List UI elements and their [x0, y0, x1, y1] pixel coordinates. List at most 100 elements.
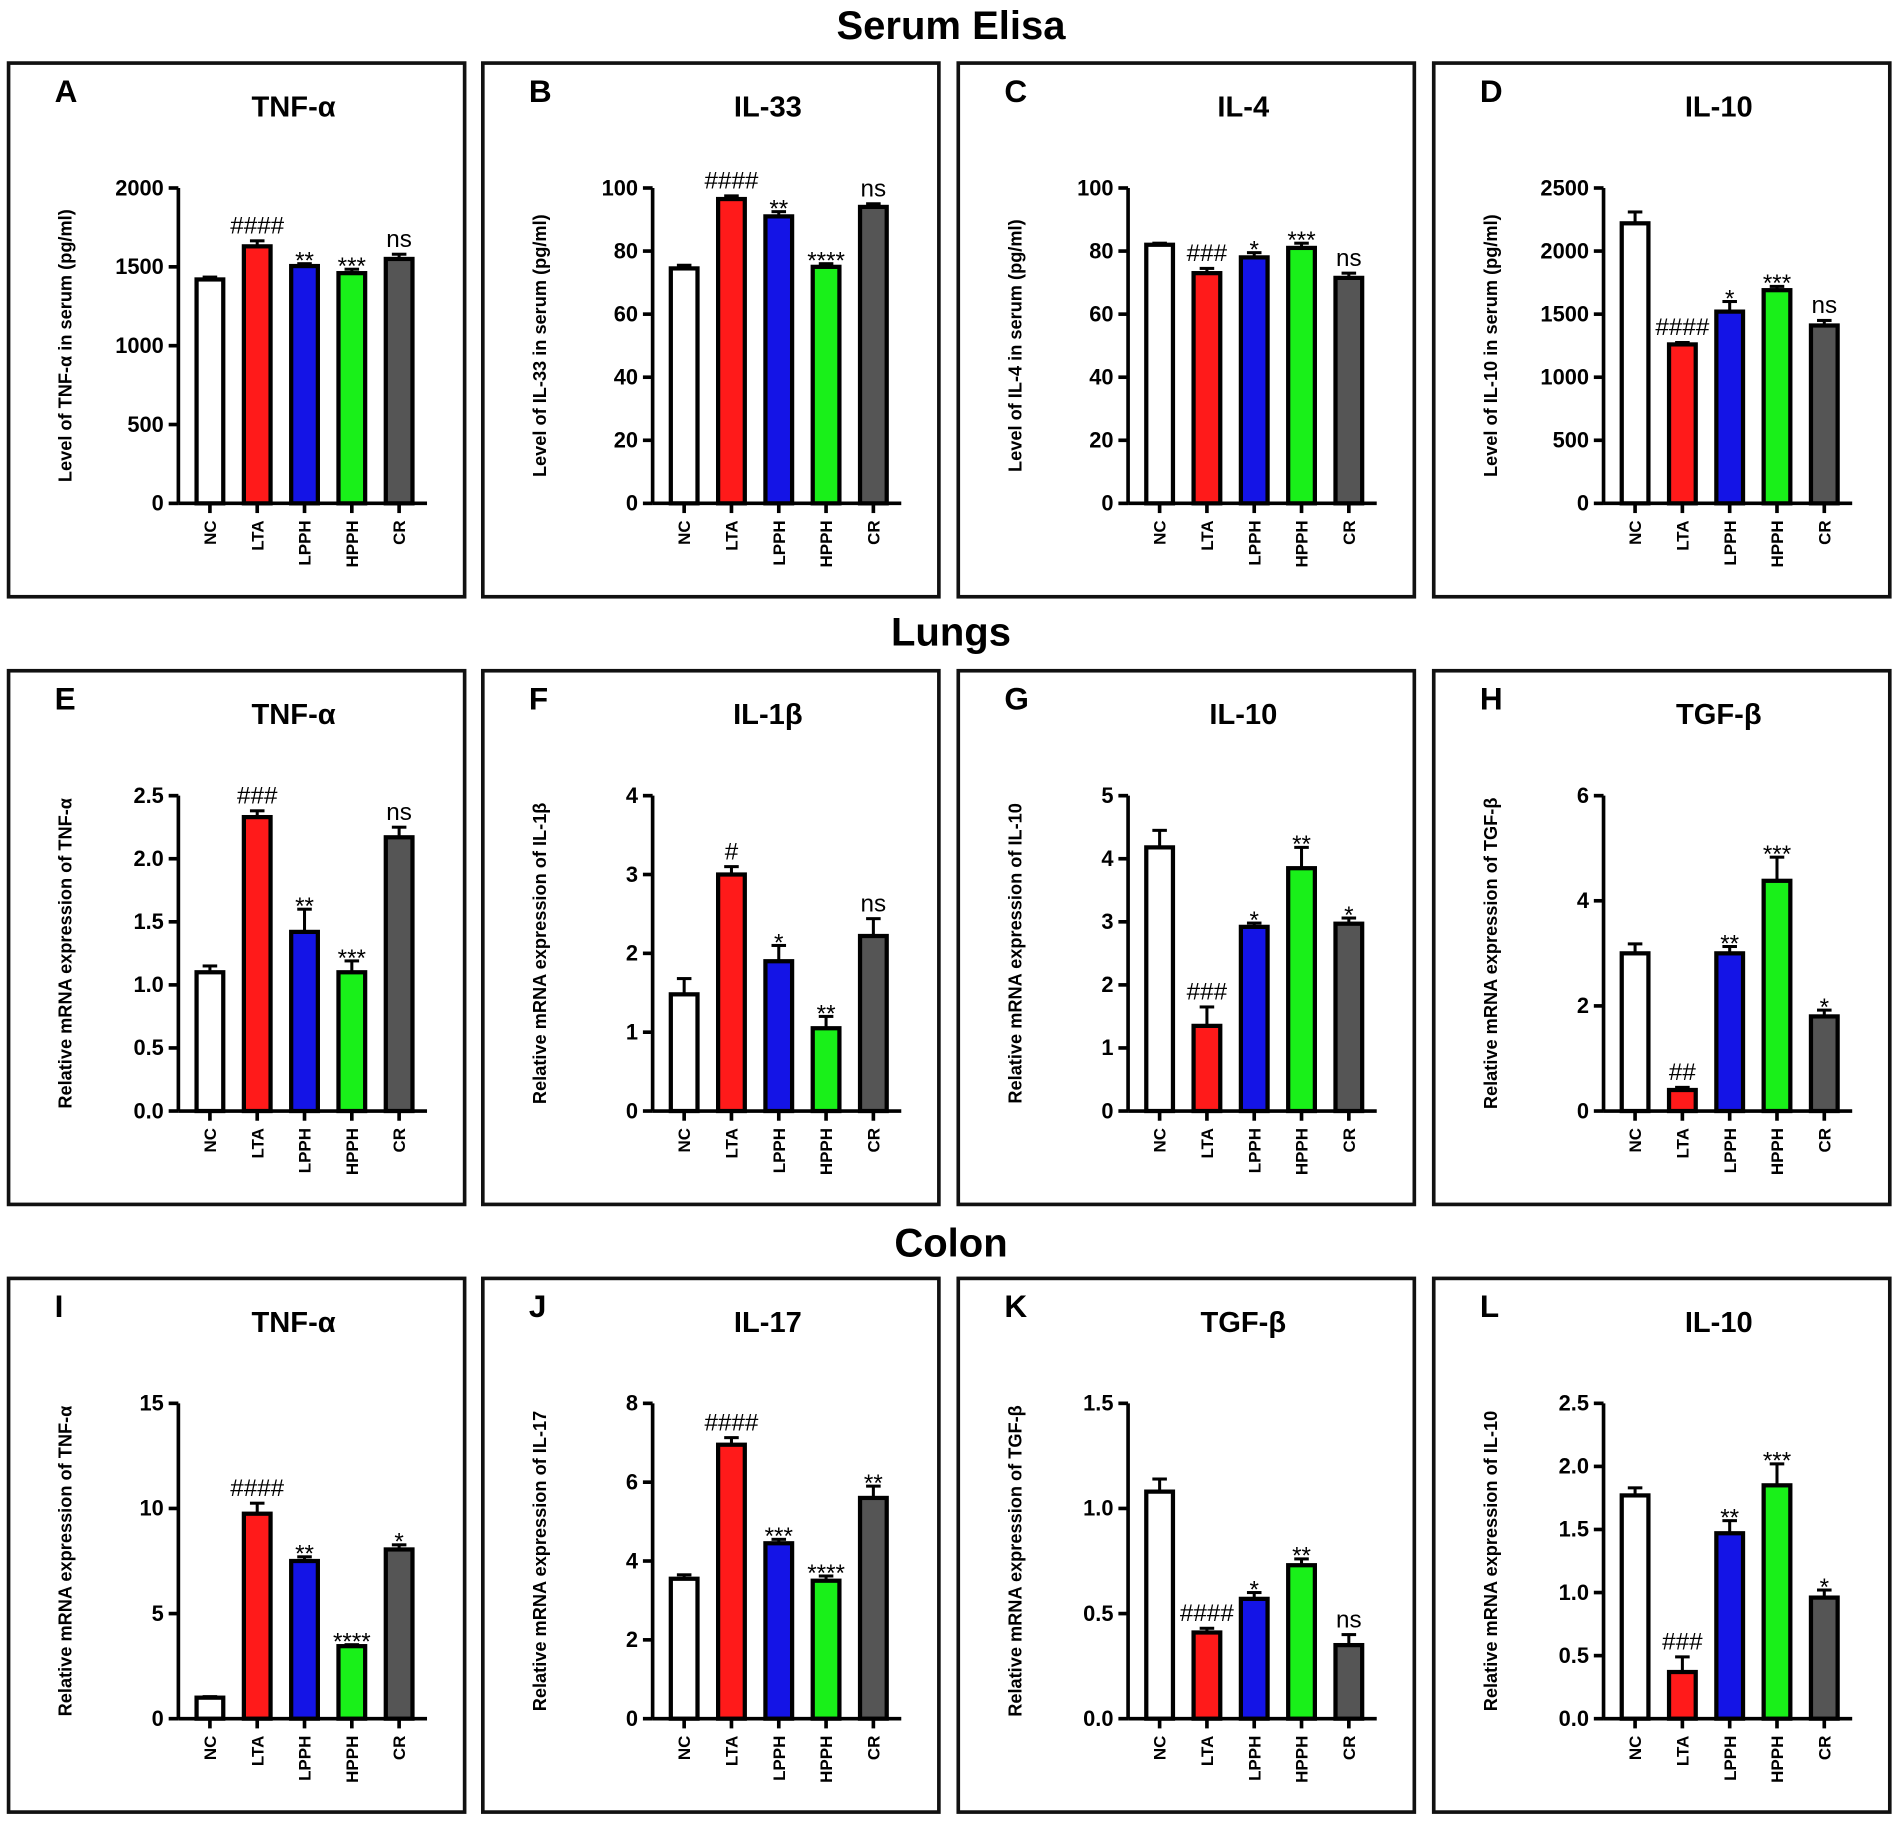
- bar-nc: [1144, 1489, 1176, 1721]
- x-tick-label: NC: [1626, 1736, 1645, 1761]
- significance-label: **: [295, 248, 314, 275]
- x-tick-label: LPPH: [296, 1128, 315, 1173]
- y-tick-label: 40: [1089, 364, 1113, 389]
- y-tick-label: 2000: [1540, 238, 1589, 263]
- significance-label: **: [1292, 1543, 1311, 1570]
- y-tick-label: 2000: [115, 175, 164, 200]
- y-tick-label: 2: [626, 1627, 638, 1652]
- significance-label: ####: [1655, 314, 1709, 341]
- significance-label: ####: [1180, 1600, 1234, 1627]
- y-tick-label: 40: [614, 364, 638, 389]
- x-tick-label: LPPH: [296, 520, 315, 565]
- x-tick-label: CR: [864, 520, 883, 545]
- bar-hpph: [810, 1578, 842, 1721]
- x-tick-label: LPPH: [1721, 520, 1740, 565]
- panel-letter: C: [1004, 73, 1027, 109]
- panel-title: IL-10: [1685, 91, 1753, 123]
- x-tick-label: NC: [1626, 520, 1645, 545]
- y-tick-label: 1.5: [133, 909, 163, 934]
- panel-border: [6, 1276, 467, 1814]
- bar-cr: [1333, 275, 1365, 506]
- bar-lta: [715, 196, 747, 506]
- x-tick-label: LPPH: [1245, 1736, 1264, 1781]
- x-tick-label: LTA: [248, 1736, 267, 1766]
- bar-cr: [1808, 1595, 1840, 1721]
- panel-letter: F: [529, 681, 548, 717]
- panel-g: G IL-10 Relative mRNA expression of IL-10 0…: [956, 668, 1417, 1207]
- bar-lta: [715, 1442, 747, 1721]
- x-tick-label: NC: [1151, 520, 1170, 545]
- x-tick-label: NC: [1151, 1736, 1170, 1761]
- bar-lpph: [763, 959, 795, 1114]
- panel-l: L IL-10 Relative mRNA expression of IL-10 0…: [1431, 1276, 1892, 1814]
- significance-label: **: [295, 893, 314, 920]
- x-tick-label: LPPH: [770, 1736, 789, 1781]
- y-tick-label: 0: [626, 491, 638, 516]
- significance-label: *: [1250, 1576, 1260, 1603]
- significance-label: ####: [704, 168, 758, 195]
- x-tick-label: LPPH: [1245, 520, 1264, 565]
- bar-hpph: [1286, 1563, 1317, 1721]
- significance-label: ***: [1763, 1448, 1792, 1475]
- y-axis-label: Level of IL-10 in serum (pg/ml): [1481, 214, 1501, 477]
- x-tick-label: NC: [201, 520, 220, 545]
- y-tick-label: 2500: [1540, 175, 1589, 200]
- bar-lta: [1666, 342, 1698, 506]
- x-tick-label: NC: [1626, 1128, 1645, 1153]
- y-tick-label: 0: [152, 491, 164, 516]
- bar-nc: [668, 992, 700, 1114]
- panel-title: IL-4: [1217, 91, 1270, 123]
- bar-nc: [194, 970, 226, 1114]
- panel-title: IL-1β: [733, 699, 802, 731]
- y-tick-label: 0: [1577, 1098, 1589, 1123]
- x-tick-label: CR: [1340, 1736, 1359, 1761]
- x-tick-label: NC: [675, 1128, 694, 1153]
- significance-label: ###: [237, 783, 278, 810]
- bar-cr: [1333, 921, 1365, 1114]
- bar-cr: [857, 204, 889, 506]
- y-axis-label: Relative mRNA expression of IL-10: [1481, 1411, 1501, 1712]
- y-tick-label: 100: [602, 175, 638, 200]
- y-tick-label: 0: [1577, 491, 1589, 516]
- significance-label: *: [774, 929, 784, 956]
- x-tick-label: NC: [201, 1128, 220, 1153]
- bar-lta: [1666, 1669, 1698, 1721]
- y-tick-label: 0: [1101, 1098, 1113, 1123]
- y-axis-label: Relative mRNA expression of TGF-β: [1481, 798, 1501, 1110]
- section-title-colon: Colon: [894, 1222, 1007, 1266]
- panel-title: IL-33: [734, 91, 802, 123]
- bar-cr: [383, 1547, 415, 1721]
- y-tick-label: 0.0: [133, 1098, 163, 1123]
- bar-nc: [668, 1576, 700, 1721]
- section-title-serum: Serum Elisa: [836, 4, 1066, 48]
- significance-label: #: [725, 838, 739, 865]
- panel-title: TGF-β: [1200, 1307, 1286, 1339]
- x-tick-label: CR: [390, 1736, 409, 1761]
- y-axis-label: Level of IL-33 in serum (pg/ml): [530, 214, 550, 477]
- significance-label: ns: [386, 799, 412, 826]
- y-tick-label: 0.5: [133, 1035, 163, 1060]
- x-tick-label: HPPH: [1293, 1736, 1312, 1783]
- x-tick-label: CR: [1340, 1128, 1359, 1153]
- significance-label: ns: [386, 226, 412, 253]
- x-tick-label: HPPH: [343, 520, 362, 567]
- bar-lta: [1666, 1087, 1698, 1114]
- y-tick-label: 15: [140, 1391, 164, 1416]
- x-tick-label: LPPH: [1721, 1736, 1740, 1781]
- x-tick-label: CR: [1340, 520, 1359, 545]
- x-tick-label: LTA: [1198, 520, 1217, 550]
- bar-hpph: [336, 1644, 368, 1721]
- x-tick-label: HPPH: [343, 1736, 362, 1783]
- y-axis-label: Level of IL-4 in serum (pg/ml): [1005, 219, 1025, 472]
- y-tick-label: 60: [614, 301, 638, 326]
- panel-letter: A: [55, 73, 78, 109]
- panel-b: B IL-33 Level of IL-33 in serum (pg/ml) 0 20…: [480, 61, 941, 599]
- bar-nc: [194, 277, 226, 506]
- y-tick-label: 0: [152, 1706, 164, 1731]
- y-axis-label: Relative mRNA expression of IL-17: [530, 1411, 550, 1712]
- y-tick-label: 20: [614, 428, 638, 453]
- y-tick-label: 5: [1101, 783, 1113, 808]
- panel-letter: G: [1004, 681, 1029, 717]
- bar-nc: [668, 266, 700, 506]
- x-tick-label: LPPH: [1721, 1128, 1740, 1173]
